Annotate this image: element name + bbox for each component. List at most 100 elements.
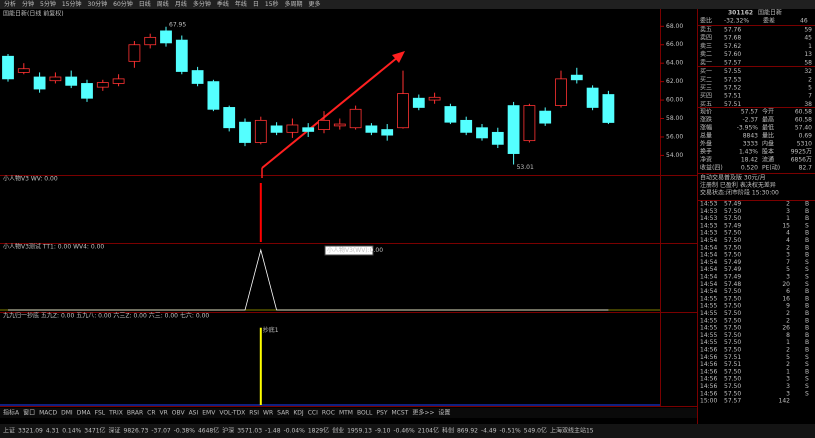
trade-volume: 1 xyxy=(786,339,790,346)
menu-item[interactable]: 5分钟 xyxy=(40,0,56,8)
menu-item[interactable]: 多分钟 xyxy=(193,0,211,8)
candle-body xyxy=(49,76,62,82)
book-label: 卖二 xyxy=(700,51,712,58)
trade-time: 14:56 xyxy=(700,354,717,361)
stock-name: 国能日新 xyxy=(758,9,782,17)
indicator-tab[interactable]: MACD xyxy=(39,410,57,417)
indicator-tab[interactable]: MCST xyxy=(391,410,408,417)
trade-side: S xyxy=(805,222,809,229)
trade-volume: 26 xyxy=(782,325,790,332)
indicator-tab[interactable]: DMA xyxy=(77,410,92,417)
status-item: 4.31 xyxy=(46,428,60,435)
indicator-tab[interactable]: 设置 xyxy=(438,409,450,417)
indicator-tab[interactable]: EMV xyxy=(202,410,216,417)
status-bar xyxy=(0,424,815,438)
trade-side: S xyxy=(805,376,809,383)
indicator-tab[interactable]: CCI xyxy=(308,410,318,417)
indicator-tab[interactable]: DMI xyxy=(61,410,73,417)
candle-body xyxy=(254,119,267,143)
candle-body xyxy=(223,107,236,129)
stat-cell: 57.57 xyxy=(741,109,758,116)
trade-volume: 3 xyxy=(786,208,790,215)
book-label: 买五 xyxy=(700,100,712,108)
trend-arrow xyxy=(261,51,405,178)
tooltip: 小人物V3(WV):0.00 xyxy=(327,246,383,254)
trade-side: S xyxy=(805,266,809,273)
menu-item[interactable]: 日线 xyxy=(139,0,151,8)
trade-time: 14:53 xyxy=(700,208,717,215)
indicator-tab[interactable]: TRIX xyxy=(108,410,123,417)
trade-side: B xyxy=(805,237,809,244)
candle-body xyxy=(507,105,520,154)
indicator-tab[interactable]: FSL xyxy=(95,410,106,417)
book-label: 卖四 xyxy=(700,35,712,42)
status-item: 1959.13 xyxy=(347,428,372,435)
indicator-tab[interactable]: SAR xyxy=(277,410,289,417)
trade-time: 14:56 xyxy=(700,390,717,397)
stat-cell: 57.40 xyxy=(795,125,812,132)
menu-item[interactable]: 周线 xyxy=(157,0,169,8)
trade-price: 57.50 xyxy=(724,339,741,346)
stat-cell: 最低 xyxy=(762,124,774,132)
indicator-tab[interactable]: RSI xyxy=(249,410,259,417)
indicator-tab[interactable]: VR xyxy=(160,410,168,417)
stat-cell: 量比 xyxy=(762,132,774,140)
trade-volume: 6 xyxy=(786,288,790,295)
y-tick-label: 66.00 xyxy=(666,41,683,48)
menu-item[interactable]: 60分钟 xyxy=(113,0,133,8)
indicator-tab[interactable]: ASI xyxy=(189,410,199,417)
menu-item[interactable]: 分钟 xyxy=(22,0,34,8)
book-label: 卖一 xyxy=(700,59,712,66)
menu-item[interactable]: 季线 xyxy=(217,0,229,8)
trade-volume: 5 xyxy=(786,266,790,273)
y-tick-label: 60.00 xyxy=(666,97,683,104)
trade-volume: 3 xyxy=(786,390,790,397)
indicator-tab[interactable]: VOL-TDX xyxy=(219,410,245,417)
menu-item[interactable]: 多周期 xyxy=(285,0,303,8)
menu-item[interactable]: 30分钟 xyxy=(88,0,108,8)
book-volume: 38 xyxy=(804,101,812,108)
indicator-tab[interactable]: CR xyxy=(147,410,155,417)
book-price: 57.60 xyxy=(724,51,741,58)
stat-cell: 82.7 xyxy=(799,165,813,172)
trade-side: B xyxy=(805,215,809,222)
menu-item[interactable]: 日 xyxy=(253,1,259,8)
indicator-tab[interactable]: KDJ xyxy=(293,410,304,417)
panel-title: 国能日新(日线 前复权) xyxy=(3,10,64,18)
trade-side: B xyxy=(805,244,809,251)
status-item: -9.10 xyxy=(375,428,391,435)
candle-body xyxy=(239,121,251,143)
menu-item[interactable]: 年线 xyxy=(235,0,247,8)
menu-item[interactable]: 更多 xyxy=(309,0,321,8)
indicator-tab[interactable]: BOLL xyxy=(357,410,373,417)
status-item: -0.46% xyxy=(393,428,415,435)
trade-time: 14:56 xyxy=(700,383,717,390)
stock-code: 301162 xyxy=(728,10,753,17)
indicator-tab[interactable]: MTM xyxy=(339,410,353,417)
y-tick-label: 58.00 xyxy=(666,115,683,122)
info-line: 自动交易普及版 30元/月 xyxy=(700,174,766,182)
status-item: -0.04% xyxy=(284,428,306,435)
indicator-tab[interactable]: PSY xyxy=(376,410,387,417)
stat-cell: 6856万 xyxy=(791,157,812,164)
indicator-tab[interactable]: BRAR xyxy=(127,410,143,417)
book-price: 57.55 xyxy=(724,68,741,75)
indicator-tab[interactable]: 窗口 xyxy=(23,409,35,417)
indicator-tab[interactable]: OBV xyxy=(172,410,186,417)
indicator-tab[interactable]: 指标A xyxy=(3,409,20,417)
menu-item[interactable]: 月线 xyxy=(175,0,187,8)
menu-item[interactable]: 分析 xyxy=(4,0,16,8)
menu-item[interactable]: 15秒 xyxy=(265,0,279,8)
menu-item[interactable]: 15分钟 xyxy=(62,0,82,8)
ratio-cell: 46 xyxy=(800,18,808,25)
trade-price: 57.50 xyxy=(724,332,741,339)
indicator-tab[interactable]: 更多>> xyxy=(412,409,434,417)
candle-body xyxy=(602,94,615,123)
indicator-tab[interactable]: WR xyxy=(263,410,273,417)
trade-price: 57.49 xyxy=(724,274,741,281)
trade-volume: 16 xyxy=(782,295,790,302)
book-price: 57.53 xyxy=(724,76,741,83)
stat-cell: 9925万 xyxy=(791,149,812,156)
indicator-tab[interactable]: ROC xyxy=(322,410,335,417)
candle-body xyxy=(318,119,330,130)
